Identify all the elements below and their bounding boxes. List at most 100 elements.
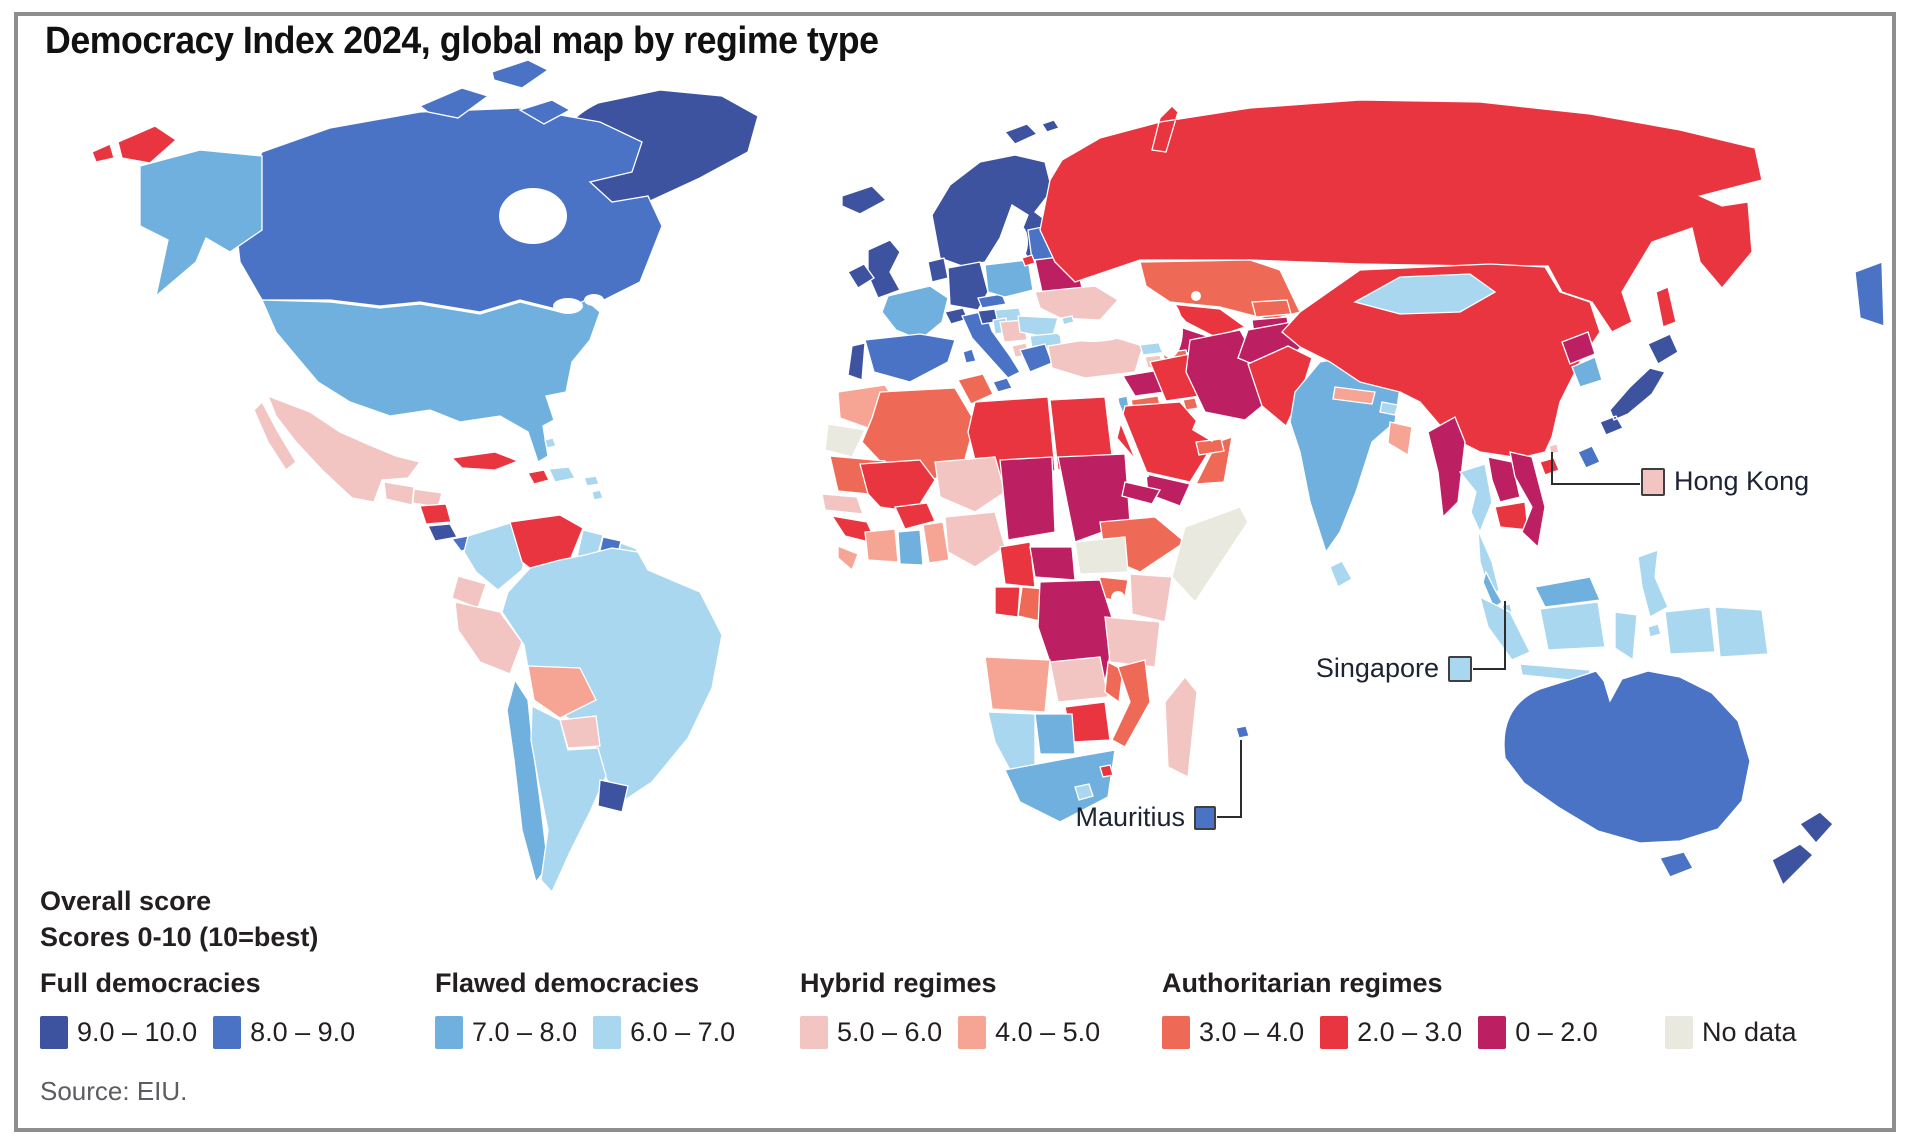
singapore-swatch-icon (1448, 655, 1472, 682)
legend-swatch-flawed_6_7 (593, 1016, 622, 1049)
great-lakes-east (584, 294, 604, 306)
legend-item-auth_3_4: 3.0 – 4.0 (1162, 1016, 1304, 1049)
legend-range-label: 7.0 – 8.0 (472, 1017, 578, 1047)
region-japan: Japan (1599, 333, 1679, 436)
region-brazil: Brazil (501, 547, 723, 803)
annotation-singapore: Singapore (1275, 653, 1472, 684)
region-canada: Canada (233, 107, 663, 313)
region-mozambique: Mozambique (1111, 659, 1151, 748)
region-kuril-islands-area-map-edge-: Kuril Islands area (map edge) (1854, 261, 1885, 327)
legend-swatch-full_8_9 (213, 1016, 242, 1049)
legend-subtitle: Scores 0-10 (10=best) (40, 922, 319, 952)
source-text: Source: EIU. (40, 1076, 188, 1106)
region-taiwan: Taiwan (1577, 445, 1601, 469)
legend-group-header: Authoritarian regimes (1162, 968, 1443, 998)
region-czechia: Czechia (977, 293, 1007, 309)
legend-item-full_9_10: 9.0 – 10.0 (40, 1016, 197, 1049)
region-myanmar: Myanmar (1427, 416, 1466, 519)
region-poland: Poland (984, 259, 1034, 298)
region-italy: Italy (961, 310, 1021, 393)
singapore-connector-line (1473, 601, 1506, 670)
region-ghana: Ghana (897, 529, 924, 566)
region-portugal: Portugal (847, 342, 866, 381)
region-kenya: Kenya (1129, 573, 1173, 623)
legend-swatch-auth_0_2 (1478, 1016, 1507, 1049)
region-zambia: Zambia (1049, 656, 1109, 703)
region-kyrgyzstan: Kyrgyzstan (1251, 299, 1292, 318)
legend-group-hybrid-regimes: Hybrid regimes 5.0 – 6.0 4.0 – 5.0 (800, 968, 1100, 1049)
legend-group-authoritarian-regimes: Authoritarian regimes 3.0 – 4.0 2.0 – 3.0 0… (1162, 968, 1598, 1049)
region-alaska-united-states-: Alaska (United States) (139, 149, 263, 298)
region-bahamas: Bahamas (544, 437, 557, 449)
legend-item-hybrid_5_6: 5.0 – 6.0 (800, 1016, 942, 1049)
baltic-sea (1016, 227, 1028, 257)
legend-range-label: 0 – 2.0 (1515, 1017, 1598, 1047)
lakes-and-seas (499, 188, 1220, 605)
region-argentina: Argentina (530, 704, 607, 894)
region-eritrea: Eritrea (1121, 481, 1161, 505)
region-mexico: Mexico (253, 394, 422, 503)
hong-kong-connector-line (1551, 452, 1640, 485)
region-kaliningrad-russia-: Kaliningrad (Russia) (1021, 254, 1036, 267)
black-sea (1056, 320, 1128, 342)
region-mongolia: Mongolia (1353, 273, 1497, 315)
mauritius-swatch-icon (1194, 805, 1216, 830)
region-angola: Angola (984, 656, 1051, 713)
lake-victoria (1111, 591, 1125, 605)
region-senegal-gambia: Senegal & Gambia (821, 493, 864, 515)
region-new-zealand: New Zealand (1771, 811, 1834, 887)
region-russia: Russia (1039, 99, 1763, 333)
region-netherlands-belgium: Netherlands & Belgium (927, 257, 949, 283)
legend-item-full_8_9: 8.0 – 9.0 (213, 1016, 355, 1049)
region-burkina-faso: Burkina Faso (894, 502, 936, 530)
region-turkey: Turkey (1047, 335, 1144, 379)
legend-item-hybrid_4_5: 4.0 – 5.0 (958, 1016, 1100, 1049)
red-sea (1112, 402, 1150, 480)
legend-group-header: Full democracies (40, 968, 261, 998)
hudson-bay (499, 188, 567, 244)
legend-group-header (1665, 968, 1797, 1008)
region-ireland: Ireland (847, 263, 875, 289)
legend-range-label: 2.0 – 3.0 (1357, 1017, 1463, 1047)
region-bolivia: Bolivia (527, 665, 597, 719)
region-c-te-d-ivoire: Côte d'Ivoire (864, 528, 899, 563)
legend-group-header: Hybrid regimes (800, 968, 997, 998)
region-united-states: United States (260, 299, 601, 463)
mauritius-label: Mauritius (1075, 802, 1185, 832)
region-tasmania-australia-: Tasmania (Australia) (1659, 851, 1694, 878)
region-indonesia: Indonesia (1479, 595, 1716, 683)
region-uruguay: Uruguay (597, 779, 629, 813)
region-tanzania: Tanzania (1104, 616, 1161, 668)
legend-item-no_data: No data (1665, 1016, 1797, 1049)
region-bangladesh: Bangladesh (1387, 421, 1413, 457)
region-gabon: Gabon (994, 586, 1021, 618)
legend-range-label: 8.0 – 9.0 (250, 1017, 356, 1047)
region-north-korea: North Korea (1561, 331, 1596, 365)
region-greece: Greece (1019, 343, 1053, 373)
hong-kong-label: Hong Kong (1674, 466, 1810, 496)
region-lesotho: Lesotho (1074, 783, 1094, 801)
region-somalia: Somalia (1171, 506, 1249, 604)
region-peru: Peru (454, 601, 523, 675)
legend-range-label: 5.0 – 6.0 (837, 1017, 943, 1047)
region-eswatini: Eswatini (1099, 764, 1114, 778)
region-chukotka-russia-wrapped-: Chukotka (Russia, wrapped) (91, 125, 178, 164)
annotation-hong-kong: Hong Kong (1641, 466, 1809, 497)
region-guatemala: Guatemala (383, 481, 415, 506)
region-western-sahara: Western Sahara (824, 423, 866, 458)
region-nigeria: Nigeria (944, 511, 1006, 568)
region-niger: Niger (934, 456, 1006, 513)
legend-swatch-hybrid_4_5 (958, 1016, 987, 1049)
region-nepal: Nepal (1332, 386, 1376, 405)
legend-item-flawed_7_8: 7.0 – 8.0 (435, 1016, 577, 1049)
region-svalbard: Svalbard (1003, 119, 1060, 145)
region-spain: Spain (864, 333, 956, 383)
aral-sea (1191, 291, 1201, 301)
region-philippines: Philippines (1637, 549, 1669, 618)
region-papua-new-guinea: Papua New Guinea (1714, 606, 1769, 658)
legend-swatch-auth_2_3 (1320, 1016, 1349, 1049)
legend-title: Overall score (40, 886, 212, 916)
legend-swatch-full_9_10 (40, 1016, 68, 1049)
